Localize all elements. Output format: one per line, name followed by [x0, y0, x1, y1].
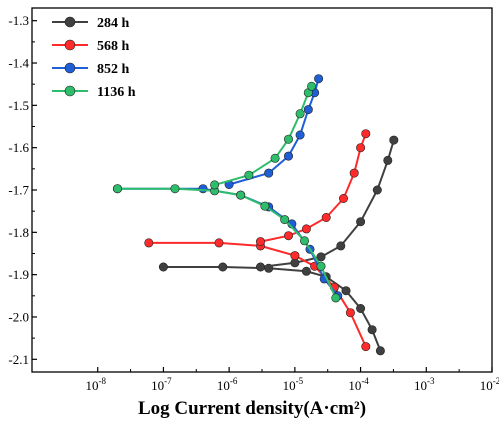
series-568-h-point — [361, 342, 371, 352]
series-284-h-point — [255, 262, 265, 272]
series-1136-h-point — [283, 134, 293, 144]
series-284-h-point — [218, 262, 228, 272]
series-568-h-point — [255, 237, 265, 247]
series-1136-h-point — [299, 236, 309, 246]
series-568-h-cathodic-line — [148, 241, 367, 348]
series-1136-h-point — [260, 201, 270, 211]
series-284-h-point — [356, 303, 366, 313]
x-tick-label: 10-6 — [217, 376, 238, 393]
series-568-h-point — [356, 143, 366, 153]
series-852-h-point — [264, 168, 274, 178]
series-568-h-anodic-line — [260, 133, 367, 243]
series-568-h-point — [338, 194, 348, 204]
series-284-h-point — [336, 241, 346, 251]
series-284-h-point — [372, 185, 382, 195]
y-tick-label: -1.3 — [8, 13, 29, 28]
series-852-h-point — [295, 130, 305, 140]
series-852-h-point — [314, 74, 324, 84]
series-284-h-point — [367, 325, 377, 335]
series-568-h-point — [301, 224, 311, 234]
series-852-h-point — [198, 184, 208, 194]
legend: 284 h 568 h 852 h 1136 h — [52, 16, 136, 100]
y-tick-label: -2.0 — [8, 309, 29, 324]
series-568-h-point — [214, 238, 224, 248]
series-1136-h-point — [316, 261, 326, 271]
legend-marker — [64, 16, 76, 28]
series-1136-h-point — [295, 109, 305, 119]
series-1136-h-point — [244, 170, 254, 180]
series-852-h-point — [283, 151, 293, 161]
y-tick-label: -2.1 — [8, 352, 29, 367]
legend-label: 284 h — [97, 16, 130, 31]
series-852-h-point — [303, 105, 313, 115]
x-tick-label: 10-4 — [348, 376, 369, 393]
series-1136-h-point — [236, 190, 246, 200]
series-284-h-point — [301, 266, 311, 276]
series-1136-h-point — [270, 153, 280, 163]
series-284-h-point — [341, 286, 351, 296]
x-tick-label: 10-5 — [283, 376, 304, 393]
y-tick-label: -1.9 — [8, 267, 29, 282]
y-tick-label: -1.7 — [8, 183, 29, 198]
legend-label: 852 h — [97, 62, 130, 77]
series-1136-h-point — [280, 215, 290, 225]
legend-marker — [64, 85, 76, 97]
x-tick-label: 10-8 — [85, 376, 106, 393]
series-568-h-point — [349, 168, 359, 178]
series-284-h-point — [316, 252, 326, 262]
series-284-h-point — [375, 346, 385, 356]
y-tick-label: -1.5 — [8, 98, 29, 113]
series-568-h-point — [345, 308, 355, 318]
series-568-h-point — [144, 238, 154, 248]
y-axis-ticks: -1.3 -1.4 -1.5 -1.6 -1.7 -1.8 -1.9 -2.0 -2.1 — [8, 13, 37, 367]
x-tick-label: 10-3 — [414, 376, 435, 393]
series-568-h-point — [321, 213, 331, 223]
x-axis-ticks: 10-8 10-7 10-6 10-5 10-4 10-3 10-2 — [85, 367, 499, 393]
series-1136-h-point — [170, 184, 180, 194]
y-tick-label: -1.4 — [8, 56, 29, 71]
series-568-h-point — [361, 129, 371, 139]
series-1136-h-point — [331, 293, 341, 303]
series-284-h-point — [158, 262, 168, 272]
series-284-h — [158, 135, 399, 356]
legend-label: 568 h — [97, 39, 130, 54]
series-284-h-point — [383, 155, 393, 165]
x-tick-label: 10-7 — [151, 376, 172, 393]
series-568-h — [144, 129, 371, 352]
x-tick-label: 10-2 — [480, 376, 499, 393]
y-tick-label: -1.6 — [8, 140, 29, 155]
series-1136-h-point — [307, 81, 317, 91]
series-1136-h-point — [210, 180, 220, 190]
series-284-h-anodic-line — [260, 139, 395, 268]
y-tick-label: -1.8 — [8, 225, 29, 240]
series-1136-h-point — [113, 184, 123, 194]
series-568-h-point — [283, 231, 293, 241]
legend-marker — [64, 62, 76, 74]
series-284-h-point — [356, 217, 366, 227]
series-568-h-point — [290, 251, 300, 261]
legend-marker — [64, 39, 76, 51]
series-layer — [113, 74, 399, 356]
legend-label: 1136 h — [97, 85, 136, 100]
series-1136-h — [113, 81, 341, 303]
x-axis-title: Log Current density(A·cm²) — [138, 398, 366, 419]
series-284-h-point — [389, 135, 399, 145]
